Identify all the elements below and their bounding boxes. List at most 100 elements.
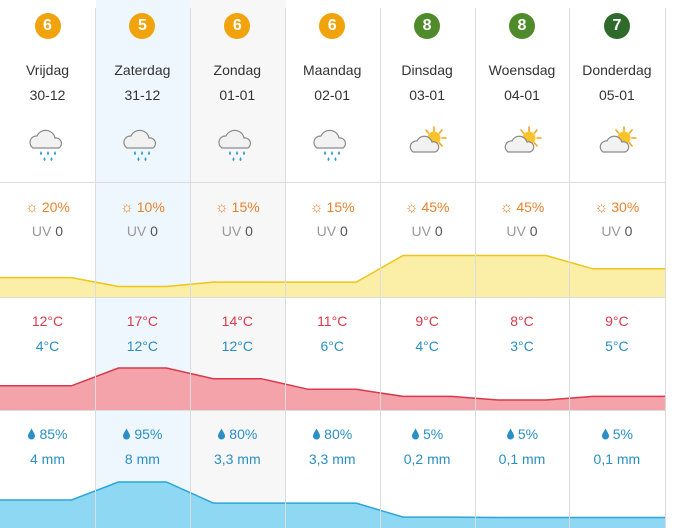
sun-icon: ☼ (214, 199, 229, 216)
temperature-min: 12°C (126, 338, 159, 354)
sunshine-percentage: ☼ 15% (309, 199, 355, 216)
score-badge: 7 (603, 13, 630, 39)
uv-index: UV 0 (411, 223, 443, 239)
rain-amount: 3,3 mm (213, 451, 261, 467)
temperature-max: 11°C (317, 313, 348, 329)
chart-line (0, 367, 665, 401)
temperature-max: 17°C (126, 313, 159, 329)
temperature-chart (0, 367, 665, 410)
temperature-max: 14°C (221, 313, 253, 329)
temperature-min: 6°C (320, 338, 344, 354)
sun-icon: ☼ (120, 199, 134, 216)
chart-line (0, 481, 665, 519)
day-column[interactable]: 7 Donderdag 05-01 ☼ 30% UV 0 9°C 5°C 5% 0… (570, 0, 664, 528)
day-column[interactable]: 8 Woensdag 04-01 ☼ 45% UV 0 8°C 3°C 5% 0,… (475, 0, 569, 528)
day-date: 31-12 (124, 87, 161, 103)
uv-index: UV 0 (221, 223, 253, 239)
day-name: Woensdag (488, 62, 556, 78)
column-highlight (191, 0, 286, 528)
column-divider (190, 8, 191, 528)
uv-index: UV 0 (31, 223, 64, 239)
day-name: Zondag (213, 62, 262, 78)
rain-probability: 5% (475, 426, 569, 442)
temperature-max: 8°C (510, 313, 534, 329)
score-badge: 8 (414, 13, 441, 39)
today-highlight (96, 0, 191, 528)
sunshine-percentage: ☼ 10% (120, 199, 165, 216)
rain-probability: 80% (285, 426, 379, 442)
sun-icon: ☼ (594, 199, 609, 216)
day-column[interactable]: 6 Zondag 01-01 ☼ 15% UV 0 14°C 12°C 80% 3… (190, 0, 284, 528)
sunshine-percentage: ☼ 15% (214, 199, 260, 216)
uv-index: UV 0 (506, 223, 538, 239)
rain-probability: 5% (570, 426, 664, 442)
sunshine-percentage: ☼ 45% (404, 199, 450, 216)
chart-area (0, 482, 665, 528)
column-divider (285, 8, 286, 528)
day-name: Vrijdag (25, 62, 70, 78)
sunshine-percentage: ☼ 20% (25, 199, 70, 216)
cloud-rain-icon (28, 120, 68, 164)
column-divider (569, 8, 570, 528)
day-date: 05-01 (598, 87, 635, 103)
score-badge: 6 (319, 13, 346, 39)
score-badge: 6 (34, 13, 61, 39)
sun-icon: ☼ (404, 199, 419, 216)
raindrop-icon (122, 426, 134, 442)
column-divider (475, 8, 476, 528)
rain-amount: 8 mm (124, 451, 160, 467)
sun-icon: ☼ (25, 199, 39, 216)
sun-icon: ☼ (499, 199, 514, 216)
sunshine-percentage: ☼ 30% (594, 199, 640, 216)
divider (0, 410, 665, 411)
sunshine-percentage: ☼ 45% (499, 199, 545, 216)
day-date: 04-01 (504, 87, 540, 103)
raindrop-icon (601, 426, 613, 442)
uv-index: UV 0 (316, 223, 348, 239)
cloud-rain-icon (312, 120, 352, 164)
rain-probability: 95% (95, 426, 189, 442)
temperature-max: 12°C (31, 313, 64, 329)
rain-probability: 85% (1, 426, 95, 442)
rain-probability: 80% (190, 426, 284, 442)
raindrop-icon (217, 426, 229, 442)
rain-probability: 5% (380, 426, 474, 442)
uv-index: UV 0 (601, 223, 633, 239)
chart-area (0, 368, 665, 410)
day-column[interactable]: 5 Zaterdag 31-12 ☼ 10% UV 0 17°C 12°C 95%… (95, 0, 189, 528)
chart-line (0, 254, 665, 288)
sun-cloud-icon (597, 120, 637, 164)
day-column[interactable]: 6 Vrijdag 30-12 ☼ 20% UV 0 12°C 4°C 85% 4… (1, 0, 95, 528)
column-divider (95, 8, 96, 528)
rain-amount: 0,2 mm (403, 451, 451, 467)
sun-cloud-icon (502, 120, 542, 164)
raindrop-icon (312, 426, 324, 442)
day-column[interactable]: 8 Dinsdag 03-01 ☼ 45% UV 0 9°C 4°C 5% 0,2… (380, 0, 474, 528)
rain-chart (0, 481, 665, 528)
day-column[interactable]: 6 Maandag 02-01 ☼ 15% UV 0 11°C 6°C 80% 3… (285, 0, 379, 528)
rain-amount: 0,1 mm (593, 451, 641, 467)
day-date: 03-01 (409, 87, 445, 103)
uv-index: UV 0 (126, 223, 158, 239)
day-name: Maandag (302, 62, 362, 78)
column-divider (380, 8, 381, 528)
temperature-max: 9°C (415, 313, 439, 329)
temperature-min: 4°C (35, 338, 60, 354)
rain-amount: 0,1 mm (498, 451, 546, 467)
sun-cloud-icon (407, 120, 447, 164)
temperature-min: 12°C (221, 338, 253, 354)
temperature-min: 3°C (510, 338, 534, 354)
cloud-rain-icon (122, 120, 162, 164)
raindrop-icon (27, 426, 39, 442)
day-name: Zaterdag (114, 62, 171, 78)
column-divider (665, 8, 666, 528)
day-name: Dinsdag (401, 62, 453, 78)
raindrop-icon (411, 426, 423, 442)
temperature-max: 9°C (605, 313, 629, 329)
rain-amount: 4 mm (30, 451, 65, 467)
day-date: 02-01 (314, 87, 351, 103)
rain-amount: 3,3 mm (308, 451, 356, 467)
cloud-rain-icon (217, 120, 257, 164)
sun-icon: ☼ (309, 199, 324, 216)
